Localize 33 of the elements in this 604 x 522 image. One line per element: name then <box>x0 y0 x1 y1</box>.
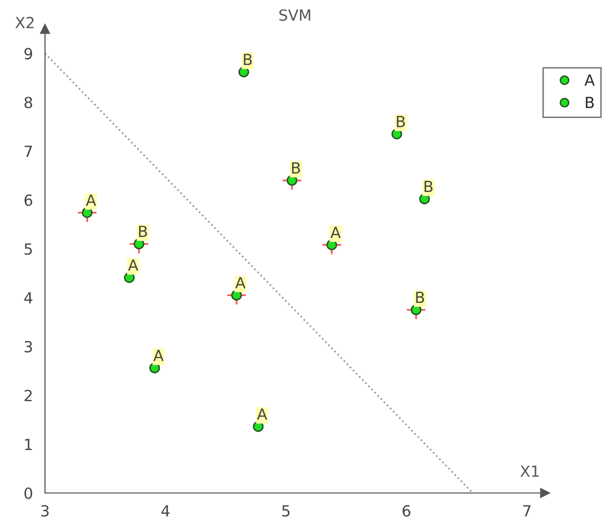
x-tick-label: 7 <box>523 505 530 516</box>
y-tick-label: 4 <box>24 292 32 304</box>
y-tick-label: 1 <box>25 438 32 450</box>
y-tick-label: 0 <box>24 487 32 500</box>
annotation: B <box>416 292 424 303</box>
y-tick-label: 6 <box>24 194 32 206</box>
annotation: B <box>424 180 433 192</box>
y-tick-label: 2 <box>24 390 32 402</box>
y-tick-label: 9 <box>24 48 32 60</box>
annotation: A <box>330 226 341 238</box>
annotation: A <box>153 350 164 362</box>
x-tick-label: 6 <box>402 505 410 517</box>
annotation: A <box>128 260 138 271</box>
x-tick-label: 4 <box>161 505 170 516</box>
annotation: B <box>244 54 252 66</box>
y-tick-label: 8 <box>24 96 32 108</box>
x-tick-label: 3 <box>41 505 49 517</box>
annotation: B <box>396 116 405 128</box>
annotation: A <box>235 277 246 288</box>
x-tick-label: 5 <box>282 505 290 517</box>
y-tick-label: 3 <box>24 340 32 352</box>
annotation: A <box>86 194 96 206</box>
point <box>231 290 242 301</box>
x-axis-title: X1 <box>520 466 539 477</box>
legend-label: B <box>586 96 594 108</box>
annotation: B <box>292 162 300 174</box>
annotation: B <box>139 226 147 237</box>
chart-title: SVM <box>279 9 310 21</box>
legend-label: A <box>584 74 595 86</box>
annotation: A <box>256 408 268 420</box>
y-tick-label: 7 <box>24 146 32 157</box>
y-axis-title: X2 <box>15 16 34 28</box>
y-tick-label: 5 <box>24 243 32 255</box>
